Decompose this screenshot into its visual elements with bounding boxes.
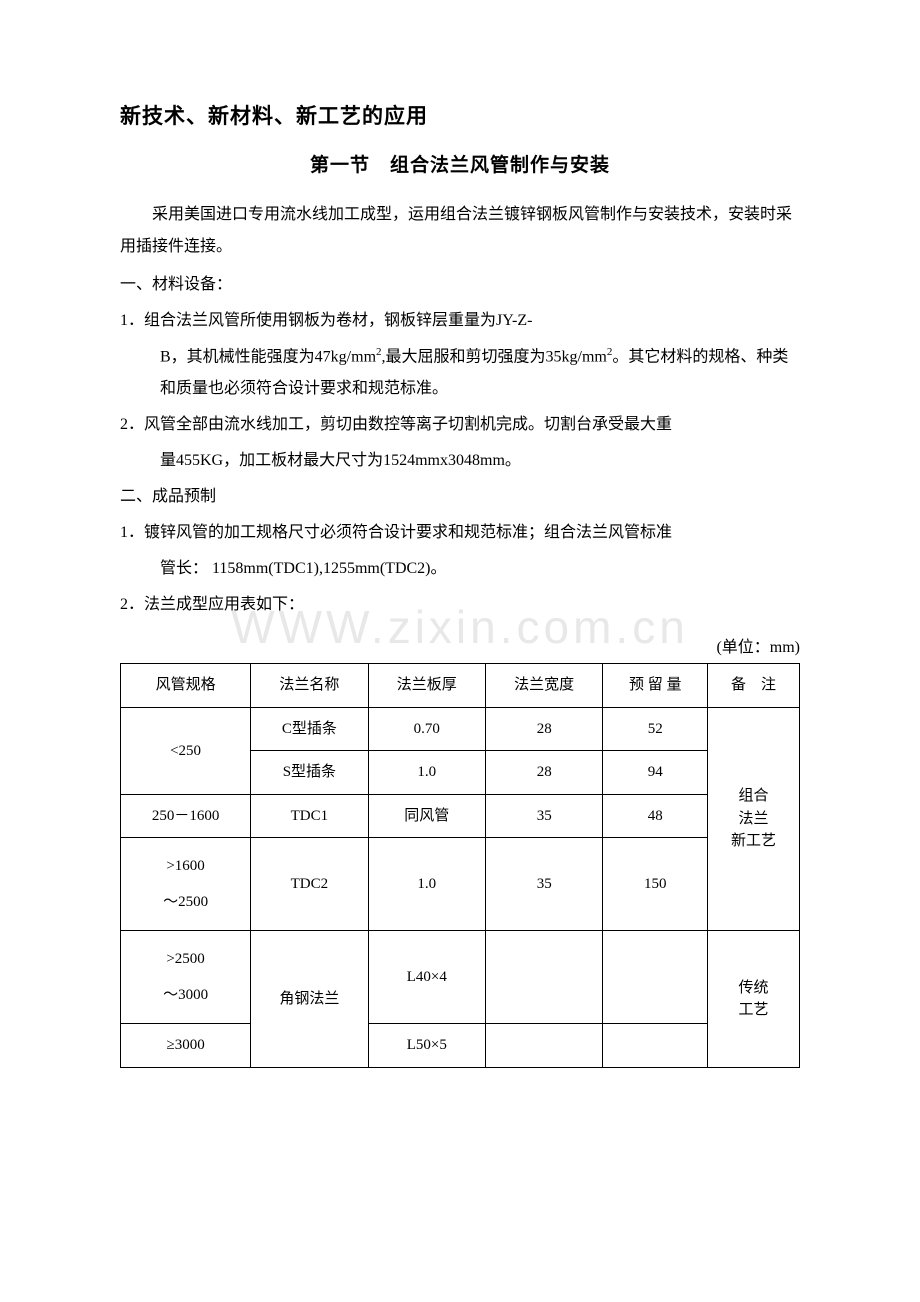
cell-reserve: 48 [603, 794, 708, 838]
cell-thick: L50×5 [368, 1024, 485, 1068]
note-line: 组合 [712, 785, 795, 808]
table-row: >1600～2500 TDC2 1.0 35 150 [121, 838, 800, 931]
cell-thick: 1.0 [368, 751, 485, 795]
cell-thick: 1.0 [368, 838, 485, 931]
cell-reserve [603, 931, 708, 1024]
note-line: 传统 [712, 977, 795, 1000]
cell-note: 传统 工艺 [708, 931, 800, 1068]
col-note: 备 注 [708, 664, 800, 708]
cell-thick: L40×4 [368, 931, 485, 1024]
section1-item1-sub: B，其机械性能强度为47kg/mm2,最大屈服和剪切强度为35kg/mm2。其它… [120, 341, 800, 405]
cell-name: TDC1 [251, 794, 368, 838]
cell-reserve: 150 [603, 838, 708, 931]
col-reserve: 预 留 量 [603, 664, 708, 708]
cell-name: C型插条 [251, 707, 368, 751]
col-thick: 法兰板厚 [368, 664, 485, 708]
note-line: 工艺 [712, 999, 795, 1022]
cell-spec: >2500～3000 [121, 931, 251, 1024]
cell-reserve [603, 1024, 708, 1068]
section1-heading: 一、材料设备： [120, 269, 800, 301]
cell-spec: >1600～2500 [121, 838, 251, 931]
note-line: 新工艺 [712, 830, 795, 853]
sec1-item2-label: 2．风管全部由流水线加工，剪切由数控等离子切割机完成。切割台承受最大重 [120, 416, 672, 433]
cell-width [485, 1024, 602, 1068]
table-row: ≥3000 L50×5 [121, 1024, 800, 1068]
flange-table: 风管规格 法兰名称 法兰板厚 法兰宽度 预 留 量 备 注 <250 C型插条 … [120, 663, 800, 1068]
cell-width [485, 931, 602, 1024]
section-subtitle: 第一节 组合法兰风管制作与安装 [120, 150, 800, 177]
table-row: <250 C型插条 0.70 28 52 组合 法兰 新工艺 [121, 707, 800, 751]
cell-name: TDC2 [251, 838, 368, 931]
section1-item2-head: 2．风管全部由流水线加工，剪切由数控等离子切割机完成。切割台承受最大重 [120, 409, 800, 441]
table-row: 250－1600 TDC1 同风管 35 48 [121, 794, 800, 838]
cell-width: 35 [485, 794, 602, 838]
sec1-item1b-part1: B，其机械性能强度为47kg/mm [160, 348, 376, 365]
cell-width: 28 [485, 751, 602, 795]
section2-heading: 二、成品预制 [120, 481, 800, 513]
section1-item2-sub: 量455KG，加工板材最大尺寸为1524mmx3048mm。 [120, 445, 800, 477]
table-header-row: 风管规格 法兰名称 法兰板厚 法兰宽度 预 留 量 备 注 [121, 664, 800, 708]
page-title: 新技术、新材料、新工艺的应用 [120, 100, 800, 130]
intro-paragraph: 采用美国进口专用流水线加工成型，运用组合法兰镀锌钢板风管制作与安装技术，安装时采… [120, 199, 800, 263]
cell-reserve: 52 [603, 707, 708, 751]
cell-reserve: 94 [603, 751, 708, 795]
col-width: 法兰宽度 [485, 664, 602, 708]
cell-spec: <250 [121, 707, 251, 794]
cell-spec: ≥3000 [121, 1024, 251, 1068]
sec1-item1b-part2: ,最大屈服和剪切强度为35kg/mm [382, 348, 607, 365]
cell-width: 28 [485, 707, 602, 751]
col-name: 法兰名称 [251, 664, 368, 708]
cell-name: S型插条 [251, 751, 368, 795]
section2-item1-sub: 管长： 1158mm(TDC1),1255mm(TDC2)。 [120, 553, 800, 585]
section2-item2: 2．法兰成型应用表如下： [120, 589, 800, 621]
col-spec: 风管规格 [121, 664, 251, 708]
cell-spec: 250－1600 [121, 794, 251, 838]
cell-name: 角钢法兰 [251, 931, 368, 1068]
section2-item1-head: 1．镀锌风管的加工规格尺寸必须符合设计要求和规范标准；组合法兰风管标准 [120, 517, 800, 549]
cell-width: 35 [485, 838, 602, 931]
section1-item1: 1．组合法兰风管所使用钢板为卷材，钢板锌层重量为JY-Z- [120, 305, 800, 337]
cell-note: 组合 法兰 新工艺 [708, 707, 800, 931]
cell-thick: 同风管 [368, 794, 485, 838]
table-row: >2500～3000 角钢法兰 L40×4 传统 工艺 [121, 931, 800, 1024]
cell-thick: 0.70 [368, 707, 485, 751]
note-line: 法兰 [712, 808, 795, 831]
unit-label: (单位：mm) [120, 633, 800, 657]
